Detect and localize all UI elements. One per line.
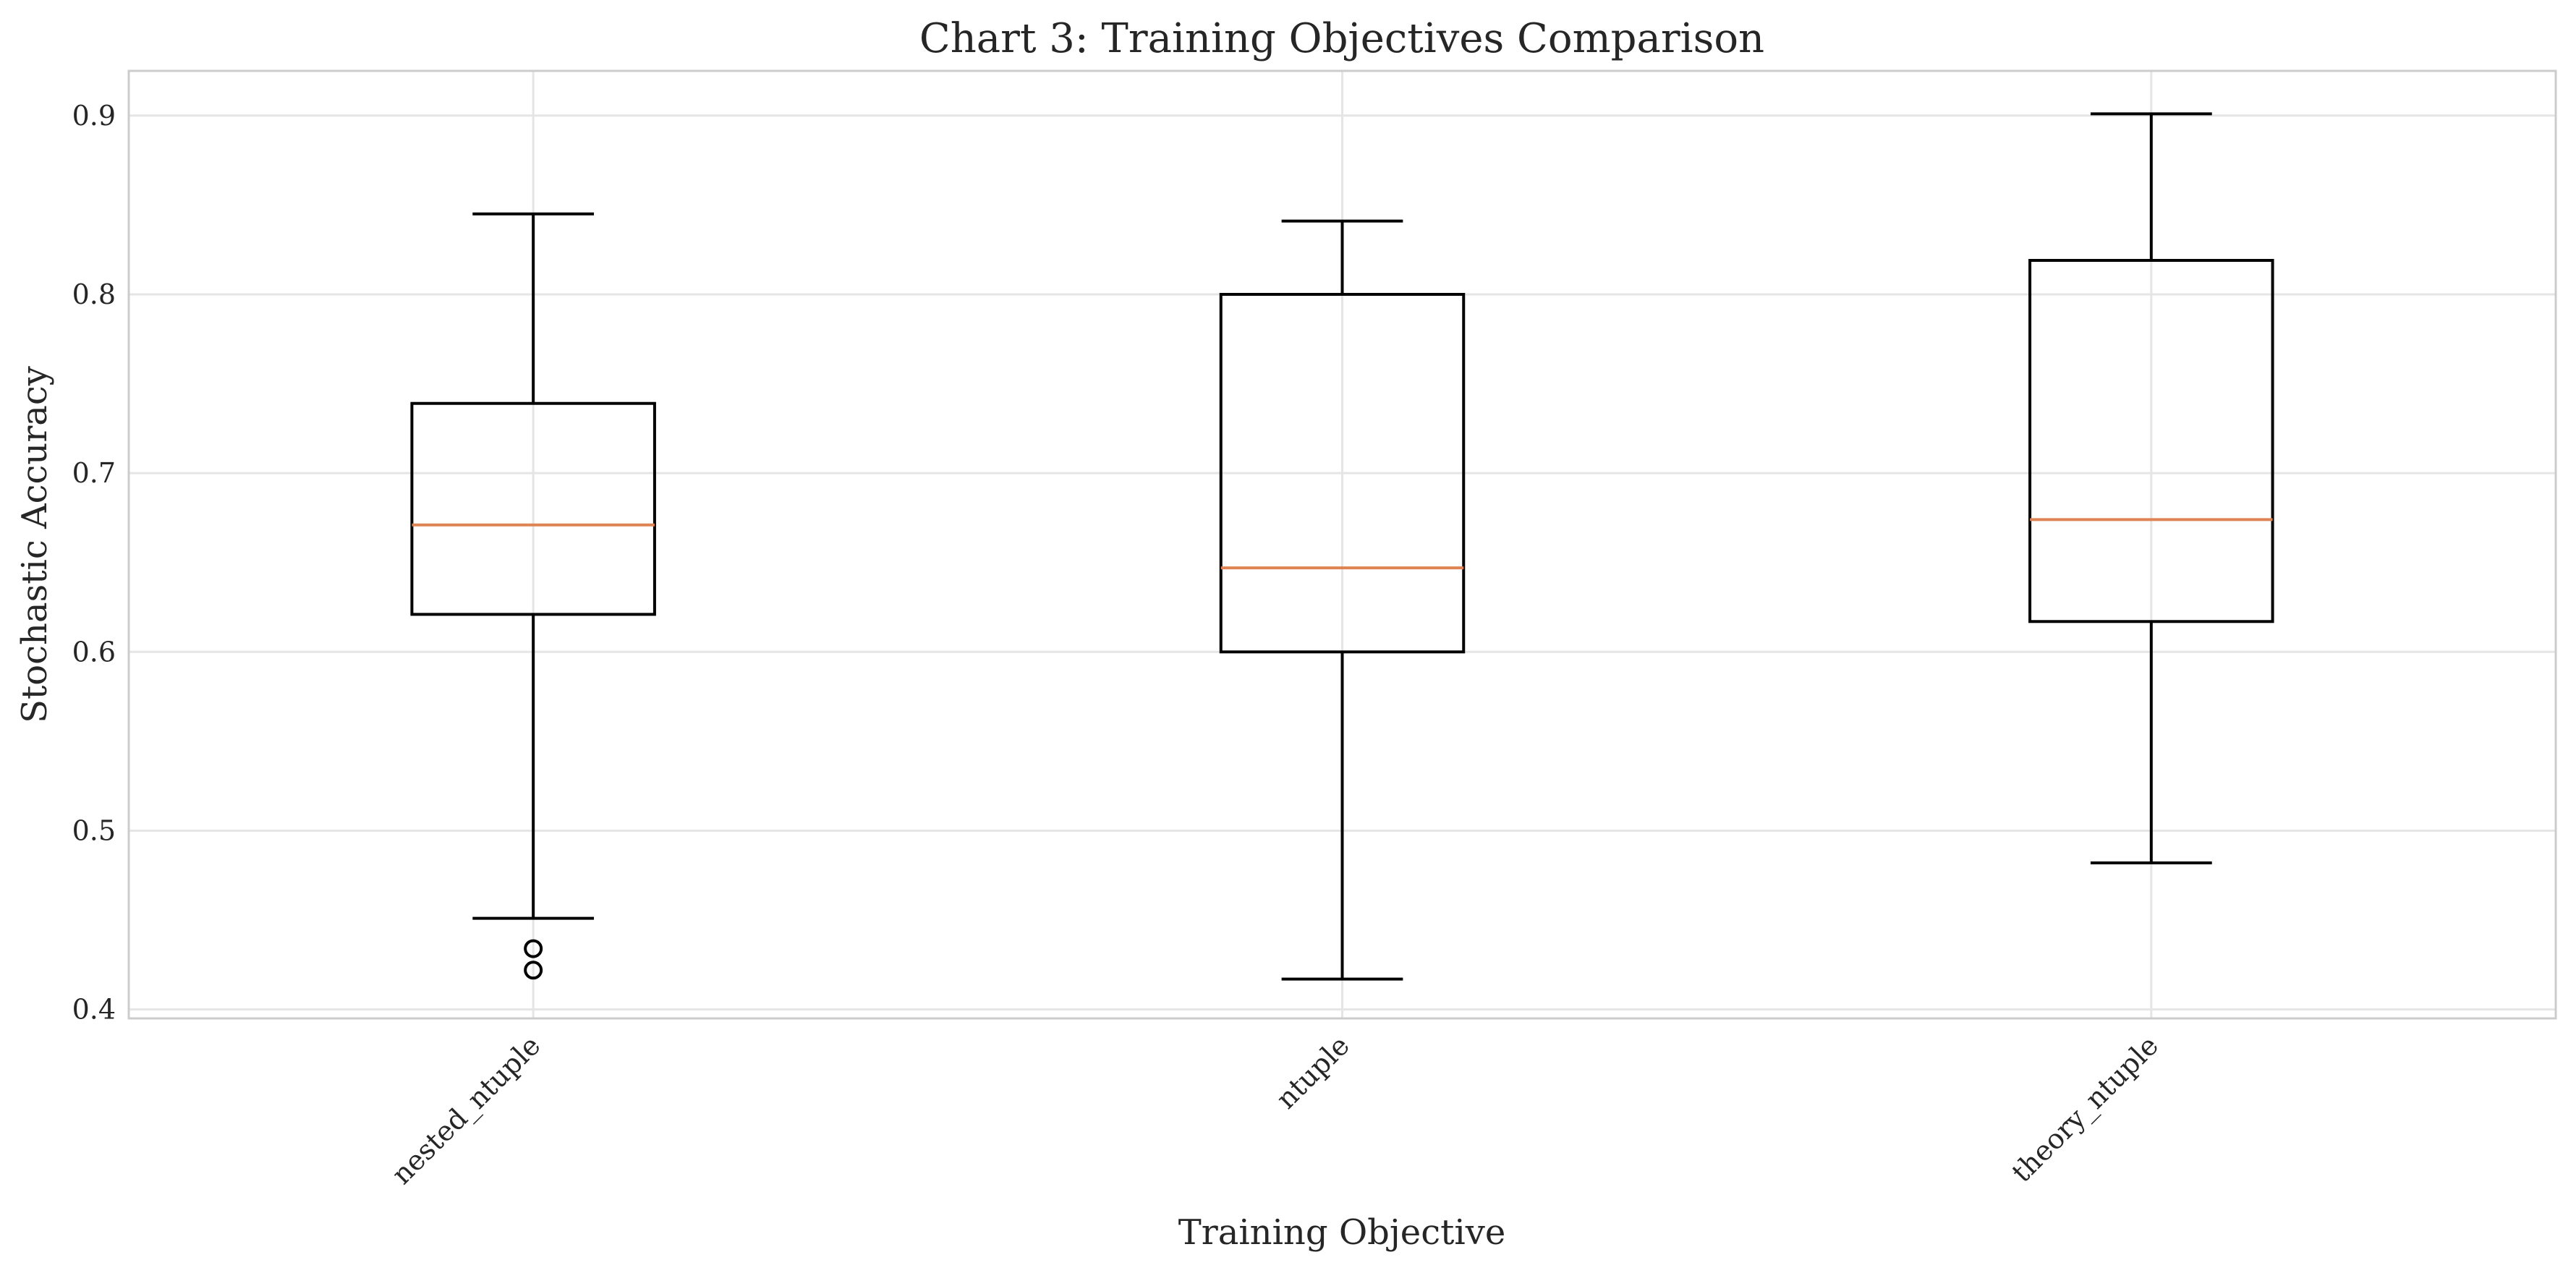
y-tick-label: 0.6: [72, 636, 116, 668]
y-tick-label: 0.8: [72, 278, 116, 310]
box-group: [410, 212, 656, 980]
chart-title: Chart 3: Training Objectives Comparison: [919, 15, 1764, 62]
outlier-point: [524, 961, 543, 980]
box-iqr: [2028, 259, 2274, 623]
y-tick-label: 0.4: [72, 994, 116, 1026]
x-axis-ticks: nested_ntuple ntuple theory_ntuple: [386, 1029, 2165, 1191]
y-tick-label: 0.7: [72, 457, 116, 489]
boxes: [410, 112, 2274, 981]
x-tick-label: theory_ntuple: [2005, 1029, 2165, 1189]
outlier-point: [524, 939, 543, 958]
y-tick-label: 0.9: [72, 100, 116, 132]
box-iqr: [1219, 292, 1466, 654]
box-group: [1219, 219, 1466, 981]
x-tick-label: ntuple: [1270, 1029, 1356, 1115]
y-axis-ticks: 0.4 0.5 0.6 0.7 0.8 0.9: [72, 100, 116, 1026]
y-axis-label: Stochastic Accuracy: [14, 366, 55, 723]
x-axis-label: Training Objective: [1178, 1212, 1506, 1253]
y-tick-label: 0.5: [72, 814, 116, 846]
plot-frame: [127, 69, 2557, 1020]
x-tick-label: nested_ntuple: [386, 1029, 547, 1191]
box-iqr: [410, 401, 656, 616]
box-group: [2028, 112, 2274, 864]
